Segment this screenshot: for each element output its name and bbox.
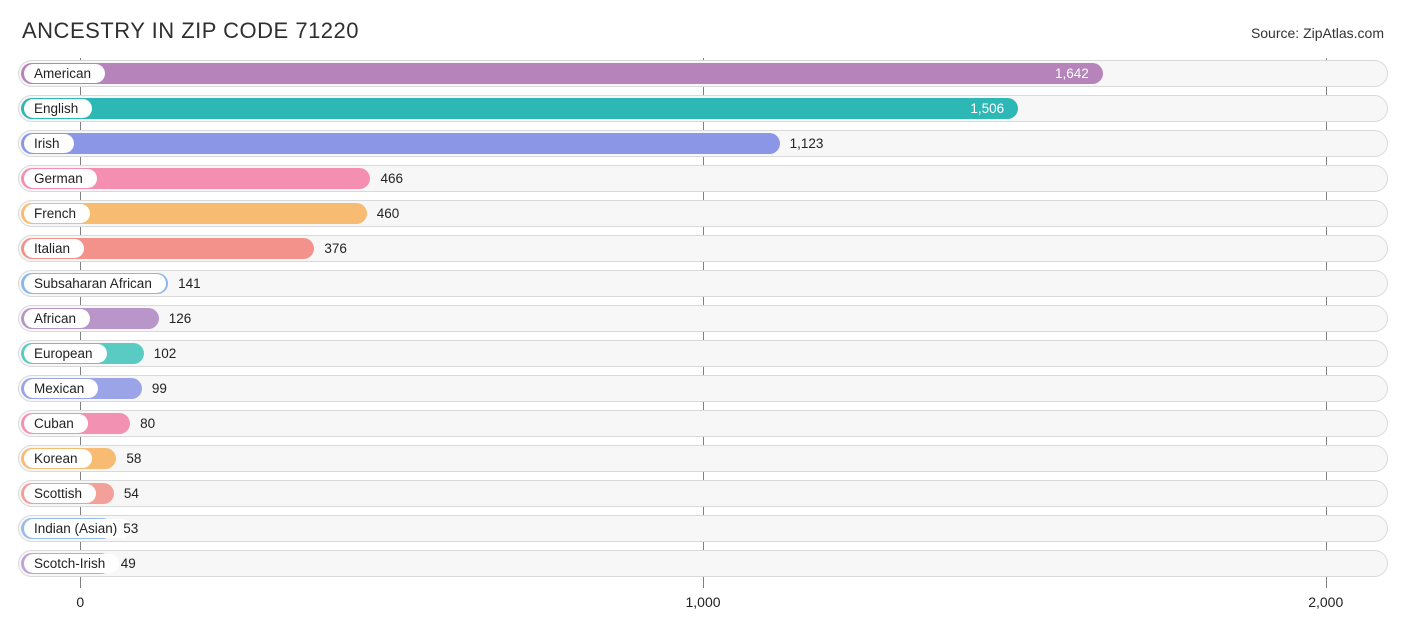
bar-row: German 466 [18,165,1388,192]
ancestry-bar-chart: ANCESTRY IN ZIP CODE 71220 Source: ZipAt… [0,0,1406,644]
bar-category-pill: Scotch-Irish [24,554,119,573]
bar-row: Mexican 99 [18,375,1388,402]
bar-category-pill: Mexican [24,379,98,398]
bar-category-pill: Indian (Asian) [24,519,131,538]
bar-row: American 1,642 [18,60,1388,87]
bar-value-label: 376 [324,235,347,262]
chart-source: Source: ZipAtlas.com [1251,25,1384,41]
bar-track [18,550,1388,577]
bar-category-pill: Italian [24,239,84,258]
bar-category-pill: Irish [24,134,74,153]
bar-value-label: 54 [124,480,139,507]
bar-value-label: 58 [126,445,141,472]
bar-row: English 1,506 [18,95,1388,122]
bar-value-label: 1,642 [1055,60,1089,87]
bar-category-pill: French [24,204,90,223]
chart-header: ANCESTRY IN ZIP CODE 71220 Source: ZipAt… [18,18,1388,58]
bar-value-label: 49 [121,550,136,577]
bar-value-label: 53 [123,515,138,542]
bar-value-label: 99 [152,375,167,402]
bar-fill [21,98,1018,119]
bar-track [18,305,1388,332]
bar-track [18,270,1388,297]
bar-track [18,410,1388,437]
bar-track [18,445,1388,472]
bar-value-label: 460 [377,200,400,227]
bar-category-pill: European [24,344,107,363]
bar-category-pill: African [24,309,90,328]
x-tick-label: 1,000 [685,594,720,610]
bar-row: Scottish 54 [18,480,1388,507]
bar-value-label: 1,506 [970,95,1004,122]
bar-value-label: 1,123 [790,130,824,157]
bar-track [18,480,1388,507]
bar-fill [21,133,780,154]
bar-value-label: 466 [380,165,403,192]
bar-row: Korean 58 [18,445,1388,472]
bar-category-pill: Cuban [24,414,88,433]
bar-rows: American 1,642 English 1,506 Irish 1,123 Germa… [18,58,1388,588]
bar-row: African 126 [18,305,1388,332]
bar-value-label: 80 [140,410,155,437]
bar-row: Subsaharan African 141 [18,270,1388,297]
x-tick-label: 2,000 [1308,594,1343,610]
bar-row: Indian (Asian)53 [18,515,1388,542]
bar-track [18,340,1388,367]
plot-area: American 1,642 English 1,506 Irish 1,123 Germa… [18,58,1388,618]
x-axis: 0 1,000 2,000 [18,588,1388,618]
bar-track [18,515,1388,542]
bar-fill [21,63,1103,84]
bar-row: European 102 [18,340,1388,367]
bar-row: Italian 376 [18,235,1388,262]
bar-value-label: 102 [154,340,177,367]
bar-category-pill: Korean [24,449,92,468]
chart-title: ANCESTRY IN ZIP CODE 71220 [22,18,359,44]
bar-row: French 460 [18,200,1388,227]
bar-row: Irish 1,123 [18,130,1388,157]
bar-category-pill: American [24,64,105,83]
bar-value-label: 126 [169,305,192,332]
x-tick-label: 0 [76,594,84,610]
bar-value-label: 141 [178,270,201,297]
bar-row: Scotch-Irish49 [18,550,1388,577]
bar-track [18,375,1388,402]
bar-category-pill: Subsaharan African [24,274,166,293]
bar-category-pill: Scottish [24,484,96,503]
bar-row: Cuban 80 [18,410,1388,437]
bar-category-pill: English [24,99,92,118]
bar-category-pill: German [24,169,97,188]
